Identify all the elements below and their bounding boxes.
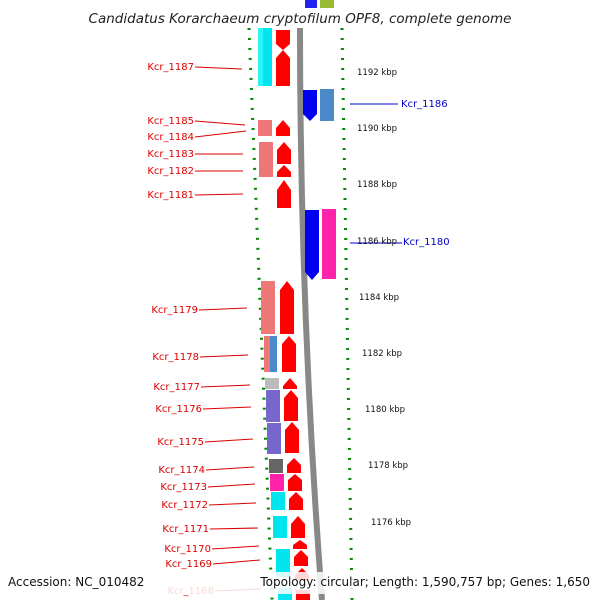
genome-backbone (297, 27, 325, 600)
cds-arrow-1180 (305, 210, 319, 280)
gene-label-1171[interactable]: Kcr_1171 (162, 524, 209, 535)
gene-block-1180 (322, 209, 336, 279)
gene-label-1174[interactable]: Kcr_1174 (158, 465, 205, 476)
gene-label-1175[interactable]: Kcr_1175 (157, 437, 204, 448)
gene-block-1183 (259, 142, 273, 177)
connector-1171 (209, 527, 259, 530)
cds-arrow-1182 (277, 165, 291, 177)
gene-block-1178-blue (270, 336, 277, 372)
connector-1169 (212, 559, 261, 565)
gene-block-1174 (269, 459, 283, 473)
connector-1179 (198, 307, 248, 311)
gene-label-1180[interactable]: Kcr_1180 (403, 237, 450, 248)
cds-arrow-1171 (291, 516, 305, 538)
cds-arrow-1177 (283, 378, 297, 389)
cds-arrow-1179 (280, 281, 294, 334)
cds-arrow-1176 (284, 390, 298, 421)
kbp-label-1184: 1184 kbp (359, 293, 399, 303)
kbp-label-1176: 1176 kbp (371, 518, 411, 528)
cds-arrow-1174 (287, 458, 301, 473)
gene-label-1182[interactable]: Kcr_1182 (147, 166, 194, 177)
right-dotted-guide (340, 27, 354, 600)
gene-label-1173[interactable]: Kcr_1173 (160, 482, 207, 493)
connector-1178 (199, 354, 249, 358)
kbp-label-1178: 1178 kbp (368, 461, 408, 471)
top-partial-olive (320, 0, 334, 8)
cds-arrow-1186 (303, 90, 317, 121)
cds-arrow-1169 (294, 550, 308, 566)
kbp-label-1180: 1180 kbp (365, 405, 405, 415)
gene-label-1185[interactable]: Kcr_1185 (147, 116, 194, 127)
kbp-label-1188: 1188 kbp (357, 180, 397, 190)
connector-1187 (194, 66, 243, 70)
connector-1185 (194, 120, 246, 126)
gene-block-1186 (320, 89, 334, 121)
gene-label-1184[interactable]: Kcr_1184 (147, 132, 194, 143)
footer-background (0, 572, 600, 594)
cds-arrow-1172 (289, 492, 303, 510)
cds-arrow-1173 (288, 474, 302, 491)
gene-label-1170[interactable]: Kcr_1170 (164, 544, 211, 555)
gene-block-1171 (273, 516, 287, 538)
gene-block-1185 (258, 120, 272, 136)
gene-label-1169[interactable]: Kcr_1169 (165, 559, 212, 570)
gene-block-1175 (267, 423, 281, 454)
gene-block-1177 (265, 378, 279, 389)
connector-1172 (208, 502, 257, 506)
connector-1170 (211, 545, 260, 550)
gene-label-1183[interactable]: Kcr_1183 (147, 149, 194, 160)
kbp-label-1190: 1190 kbp (357, 124, 397, 134)
gene-label-1178[interactable]: Kcr_1178 (152, 352, 199, 363)
cds-arrow-1183 (277, 142, 291, 164)
gene-label-1181[interactable]: Kcr_1181 (147, 190, 194, 201)
cds-arrow-1170 (293, 540, 307, 549)
gene-block-1169 (276, 549, 290, 577)
accession-text: Accession: NC_010482 (8, 575, 144, 589)
gene-block-1187-shade (258, 28, 263, 86)
connector-1173 (207, 483, 256, 488)
gene-block-1178 (264, 336, 272, 372)
gene-label-1172[interactable]: Kcr_1172 (161, 500, 208, 511)
gene-block-1179 (261, 281, 275, 334)
connector-1181 (194, 193, 244, 196)
top-partial-blue (305, 0, 317, 8)
cds-arrow-1187a (276, 30, 290, 50)
gene-block-1173 (270, 474, 284, 491)
gene-label-1176[interactable]: Kcr_1176 (155, 404, 202, 415)
cds-arrow-1181 (277, 180, 291, 208)
gene-block-1176 (266, 390, 280, 422)
gene-block-1172 (271, 492, 285, 510)
cds-arrow-1175 (285, 422, 299, 453)
genome-summary-text: Topology: circular; Length: 1,590,757 bp… (259, 575, 590, 589)
gene-label-1179[interactable]: Kcr_1179 (151, 305, 198, 316)
cds-arrow-1184 (276, 130, 290, 136)
gene-label-1187[interactable]: Kcr_1187 (147, 62, 194, 73)
connector-1184 (194, 130, 247, 138)
connector-1177 (200, 384, 251, 388)
map-title: Candidatus Korarchaeum cryptofilum OPF8,… (89, 11, 512, 27)
kbp-label-1186: 1186 kbp (357, 237, 397, 247)
connector-1175 (204, 438, 254, 443)
cds-arrow-1178 (282, 336, 296, 372)
gene-label-1186[interactable]: Kcr_1186 (401, 99, 448, 110)
connector-1176 (202, 406, 252, 410)
kbp-label-1192: 1192 kbp (357, 68, 397, 78)
gene-label-1177[interactable]: Kcr_1177 (153, 382, 200, 393)
cds-arrow-1187b (276, 50, 290, 86)
connector-1174 (205, 466, 255, 471)
kbp-label-1182: 1182 kbp (362, 349, 402, 359)
